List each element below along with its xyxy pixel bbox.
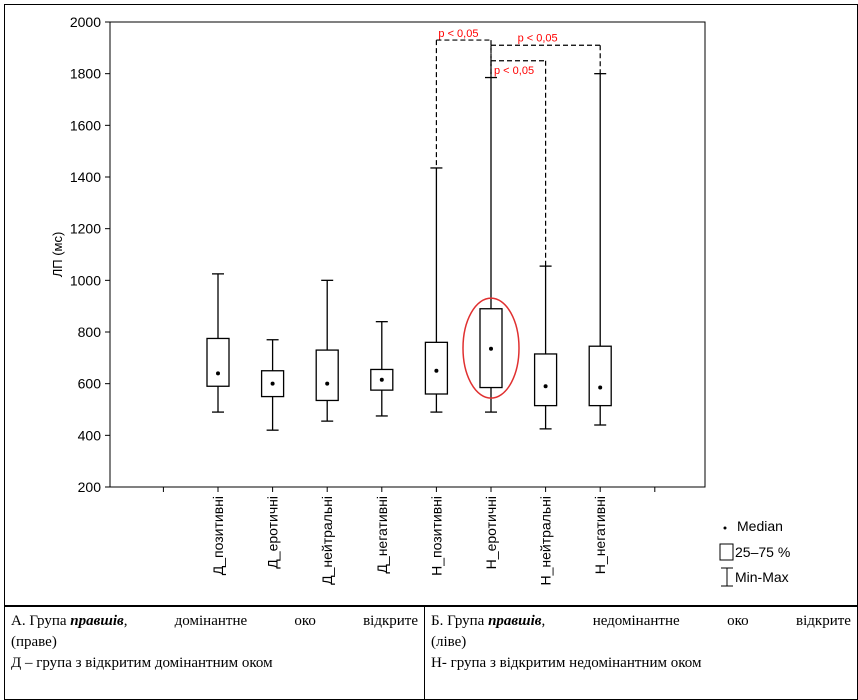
caption-left-line2: (праве) — [11, 634, 57, 650]
plot-area — [109, 21, 706, 488]
caption-right-word: відкрите — [796, 613, 851, 629]
median-point — [379, 377, 384, 382]
legend-minmax-label: Min-Max — [735, 569, 789, 585]
median-point — [543, 384, 548, 389]
legend-box-marker — [719, 543, 734, 561]
caption-right-emph: правшів — [488, 613, 542, 629]
box-iqr — [315, 349, 339, 402]
x-tick-label: Д_негативні — [374, 496, 390, 574]
x-tick-label: Д_еротичні — [265, 496, 281, 569]
boxplot-chart: 200 400 600 800 1000 1200 1400 1600 1800 2000 ЛП (… — [4, 4, 858, 606]
median-point — [325, 381, 330, 386]
caption-left-word: домінантне — [174, 613, 248, 629]
median-point — [598, 385, 603, 390]
y-tick-label: 1200 — [70, 221, 101, 237]
caption-left-comma: , — [123, 613, 128, 629]
median-point — [270, 381, 275, 386]
highlight-ellipse — [462, 297, 520, 399]
caption-right-line1: Б. Група правшів, недомінантне око відкр… — [431, 611, 851, 632]
caption-right-comma: , — [541, 613, 546, 629]
y-axis-label: ЛП (мс) — [50, 232, 65, 278]
caption-right-word: недомінантне — [592, 613, 680, 629]
box-iqr — [533, 353, 558, 407]
significance-label: p < 0,05 — [438, 28, 478, 40]
legend-box-label: 25–75 % — [735, 544, 790, 560]
y-tick-label: 600 — [78, 376, 102, 392]
y-tick-label: 200 — [78, 479, 102, 495]
y-tick-label: 1000 — [70, 272, 101, 288]
y-tick-label: 1400 — [70, 169, 101, 185]
box-iqr — [424, 341, 449, 395]
caption-right: Б. Група правшів, недомінантне око відкр… — [424, 606, 858, 700]
caption-right-word: око — [727, 613, 749, 629]
legend-median-marker — [723, 526, 727, 530]
caption-left-emph: правшів — [70, 613, 124, 629]
x-tick-label: Н_негативні — [592, 496, 608, 574]
significance-label: p < 0,05 — [494, 65, 534, 77]
y-tick-label: 400 — [78, 427, 102, 443]
caption-table: А. Група правшів, домінантне око відкрит… — [4, 606, 858, 700]
y-tick-label: 1800 — [70, 66, 101, 82]
caption-left-word: око — [294, 613, 316, 629]
caption-left-line1: А. Група правшів, домінантне око відкрит… — [11, 611, 418, 632]
box-iqr — [588, 345, 612, 407]
median-point — [216, 371, 220, 376]
caption-left-line3: Д – група з відкритим домінантним оком — [11, 655, 273, 671]
caption-left: А. Група правшів, домінантне око відкрит… — [4, 606, 425, 700]
caption-right-line2: (ліве) — [431, 634, 467, 650]
significance-label: p < 0,05 — [518, 32, 558, 44]
y-tick-label: 800 — [78, 324, 102, 340]
median-point — [434, 368, 439, 373]
x-tick-label: Н_еротичні — [483, 496, 499, 569]
caption-left-word: відкрите — [363, 613, 418, 629]
caption-left-prefix: А. Група — [11, 613, 67, 629]
box-iqr — [206, 337, 230, 387]
x-tick-label: Н_позитивні — [428, 496, 444, 576]
median-point — [489, 346, 493, 351]
y-tick-label: 2000 — [70, 14, 101, 30]
x-tick-label: Д_позитивні — [210, 496, 226, 575]
caption-right-line3: Н- група з відкритим недомінантним оком — [431, 655, 702, 671]
y-tick-label: 1600 — [70, 117, 101, 133]
x-tick-label: Н_нейтральні — [538, 496, 554, 586]
caption-right-prefix: Б. Група — [431, 613, 485, 629]
x-tick-label: Д_нейтральні — [319, 496, 335, 585]
legend-median-label: Median — [737, 518, 783, 534]
